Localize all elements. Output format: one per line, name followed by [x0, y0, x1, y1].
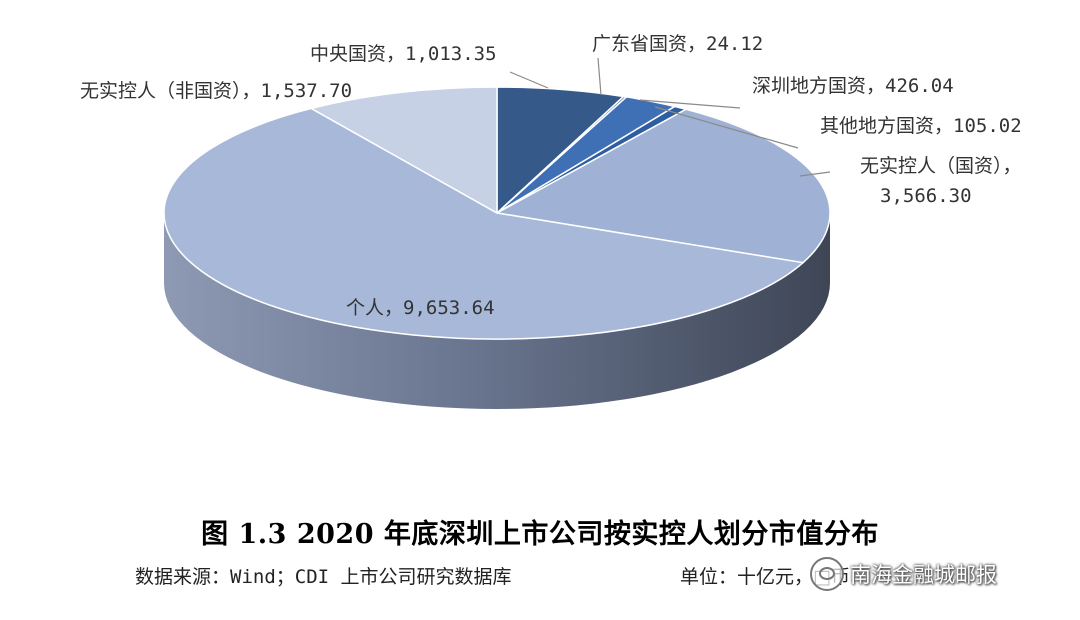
watermark: 南海金融城邮报 [810, 556, 1060, 592]
slice-label-7: 无实控人（非国资），1,537.70 [80, 80, 352, 102]
pie-top-slices [163, 86, 831, 340]
slice-label-5-line-2: 3,566.30 [880, 185, 972, 207]
slice-label-5-line-1: 无实控人（国资）， [860, 155, 1022, 177]
pie-slice-1 [496, 86, 626, 215]
leader-line-1 [509, 71, 549, 89]
pie-labels: 中央国资，1,013.35 广东省国资，24.12 深圳地方国资，426.04 其他地… [80, 33, 1022, 319]
pie-slice-7 [309, 86, 498, 215]
leader-line-2 [597, 57, 602, 96]
chart-source: 数据来源：Wind；CDI 上市公司研究数据库 [135, 566, 512, 588]
slice-label-1: 中央国资，1,013.35 [310, 43, 497, 65]
chart-unit: 单位：十亿元，□币 [680, 566, 850, 588]
slice-label-2: 广东省国资，24.12 [592, 33, 763, 55]
pie-chart: 中央国资，1,013.35 广东省国资，24.12 深圳地方国资，426.04 其他地… [80, 33, 1022, 409]
leader-line-3 [639, 99, 741, 109]
leader-line-4 [654, 106, 799, 149]
chart-title: 图 1.3 2020 年底深圳上市公司按实控人划分市值分布 [201, 519, 879, 550]
pie-side-wall-face [164, 213, 830, 409]
leader-line-5 [799, 171, 831, 177]
pie-slice-5 [494, 108, 831, 264]
slice-label-6: 个人，9,653.64 [346, 297, 495, 319]
pie-side-wall [164, 213, 830, 409]
pie-slice-6 [163, 107, 805, 340]
slice-label-4: 其他地方国资，105.02 [820, 115, 1022, 137]
slice-label-3: 深圳地方国资，426.04 [752, 75, 954, 97]
watermark-text: 南海金融城邮报 [850, 563, 997, 587]
wechat-logo-icon [810, 557, 844, 591]
